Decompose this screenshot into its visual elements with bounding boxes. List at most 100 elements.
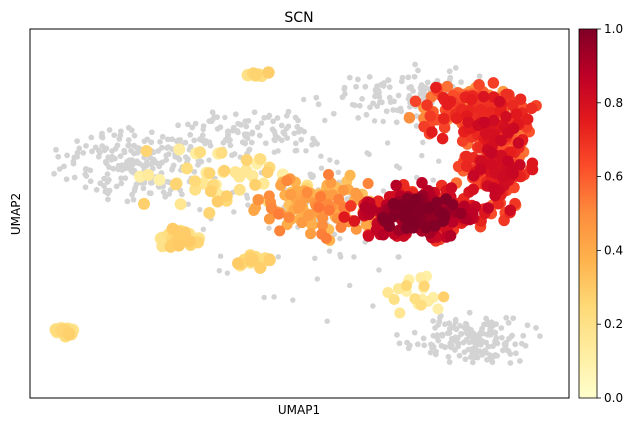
expressing-cell-point [514, 159, 526, 171]
non-expressing-cell-point [118, 128, 124, 135]
expressing-cell-point [482, 202, 494, 214]
expressing-cell-point [438, 121, 451, 134]
expressing-cell-point [403, 112, 416, 124]
non-expressing-cell-point [271, 294, 277, 300]
expressing-cell-point [314, 191, 327, 203]
non-expressing-cell-point [520, 332, 527, 339]
non-expressing-cell-point [483, 349, 489, 356]
expressing-cell-point [166, 222, 180, 236]
non-expressing-cell-point [117, 153, 124, 159]
non-expressing-cell-point [285, 108, 292, 115]
non-expressing-cell-point [490, 343, 496, 349]
non-expressing-cell-point [405, 345, 412, 352]
expressing-cell-point [263, 254, 276, 267]
non-expressing-cell-point [217, 253, 224, 259]
non-expressing-cell-point [261, 294, 267, 301]
non-expressing-cell-point [99, 143, 106, 149]
non-expressing-cell-point [522, 342, 529, 349]
non-expressing-cell-point [298, 127, 304, 133]
non-expressing-cell-point [419, 152, 425, 159]
non-expressing-cell-point [239, 139, 246, 146]
expressing-cell-point [249, 178, 262, 191]
non-expressing-cell-point [175, 137, 182, 144]
non-expressing-cell-point [214, 126, 221, 132]
non-expressing-cell-point [232, 111, 239, 118]
non-expressing-cell-point [83, 166, 90, 172]
non-expressing-cell-point [225, 128, 232, 135]
non-expressing-cell-point [118, 175, 124, 182]
non-expressing-cell-point [355, 115, 362, 121]
expressing-cell-point [215, 146, 228, 159]
non-expressing-cell-point [254, 124, 261, 131]
expressing-cell-point [338, 211, 350, 223]
non-expressing-cell-point [394, 332, 400, 338]
non-expressing-cell-point [378, 99, 385, 106]
non-expressing-cell-point [326, 248, 333, 254]
expressing-cell-point [507, 99, 519, 112]
expressing-cell-point [183, 235, 196, 248]
non-expressing-cell-point [489, 359, 496, 365]
non-expressing-cell-point [266, 112, 273, 119]
expressing-cell-point [467, 169, 480, 182]
non-expressing-cell-point [179, 191, 185, 198]
non-expressing-cell-point [366, 74, 373, 80]
non-expressing-cell-point [300, 96, 307, 103]
x-axis-label: UMAP1 [278, 403, 320, 417]
non-expressing-cell-point [244, 195, 251, 201]
non-expressing-cell-point [484, 356, 490, 363]
expressing-cell-point [254, 153, 267, 166]
non-expressing-cell-point [424, 79, 431, 86]
expressing-cell-point [335, 221, 347, 233]
non-expressing-cell-point [398, 78, 405, 85]
expressing-cell-point [398, 211, 411, 223]
non-expressing-cell-point [155, 148, 162, 154]
non-expressing-cell-point [53, 146, 59, 153]
non-expressing-cell-point [71, 174, 78, 181]
non-expressing-cell-point [446, 68, 453, 75]
expressing-cell-point [485, 158, 498, 170]
expressing-cell-point [140, 145, 153, 157]
expressing-cell-point [362, 177, 374, 190]
expressing-cell-point [424, 110, 437, 122]
expressing-cell-point [233, 183, 246, 196]
non-expressing-cell-point [373, 89, 380, 96]
non-expressing-cell-point [359, 96, 365, 102]
non-expressing-cell-point [452, 65, 459, 71]
non-expressing-cell-point [175, 122, 181, 129]
non-expressing-cell-point [435, 158, 442, 164]
non-expressing-cell-point [395, 92, 402, 99]
non-expressing-cell-point [291, 130, 298, 137]
non-expressing-cell-point [386, 94, 393, 101]
non-expressing-cell-point [421, 87, 427, 94]
non-expressing-cell-point [222, 114, 228, 121]
non-expressing-cell-point [125, 137, 132, 143]
non-expressing-cell-point [242, 118, 249, 125]
expressing-cell-point [194, 146, 206, 159]
non-expressing-cell-point [339, 94, 346, 101]
non-expressing-cell-point [97, 180, 104, 187]
expressing-cell-point [505, 165, 518, 177]
expressing-cell-point [456, 135, 469, 147]
non-expressing-cell-point [116, 136, 123, 142]
non-expressing-cell-point [170, 162, 177, 169]
non-expressing-cell-point [133, 159, 139, 166]
non-expressing-cell-point [537, 333, 543, 339]
non-expressing-cell-point [421, 342, 428, 349]
non-expressing-cell-point [430, 344, 437, 350]
non-expressing-cell-point [313, 94, 320, 101]
non-expressing-cell-point [396, 254, 402, 260]
non-expressing-cell-point [353, 83, 359, 90]
non-expressing-cell-point [169, 136, 175, 143]
expressing-cell-point [462, 116, 475, 128]
non-expressing-cell-point [367, 104, 373, 111]
non-expressing-cell-point [411, 329, 418, 336]
non-expressing-cell-point [200, 126, 206, 133]
expressing-cell-point [426, 126, 438, 138]
expressing-cell-point [232, 257, 244, 270]
non-expressing-cell-point [89, 148, 95, 155]
expressing-cell-point [345, 200, 357, 212]
non-expressing-cell-point [251, 109, 258, 116]
non-expressing-cell-point [61, 163, 67, 170]
non-expressing-cell-point [434, 334, 440, 341]
scatter-points [49, 61, 543, 366]
